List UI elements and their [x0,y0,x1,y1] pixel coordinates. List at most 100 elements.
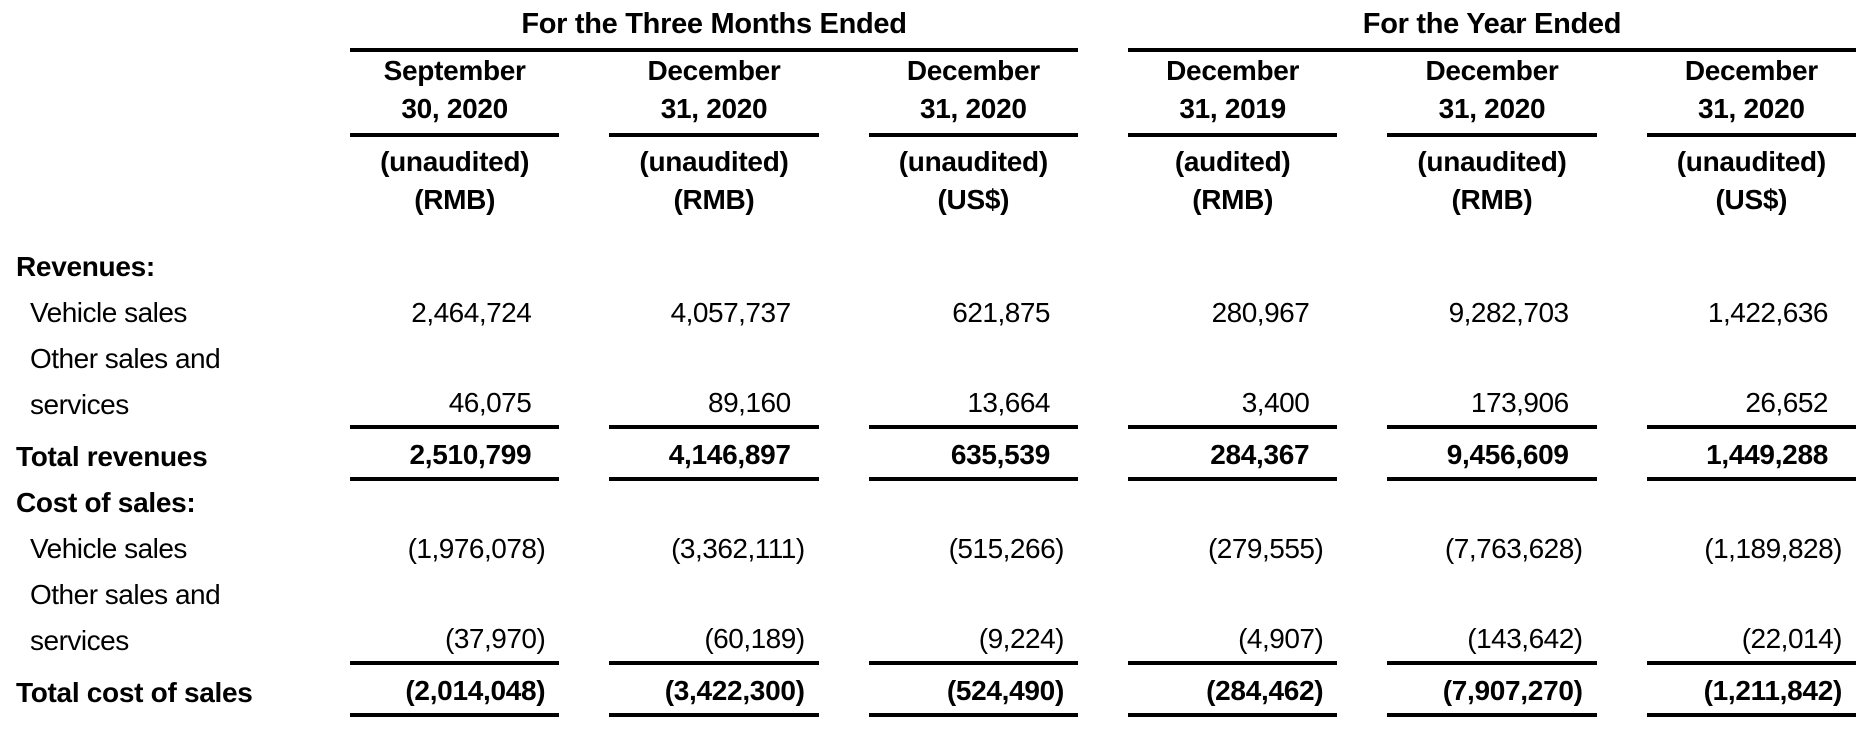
cell-value: (279,555) [1207,533,1324,564]
cell-empty [1128,611,1337,619]
column-date-header-cell: December 31, 2020 [559,52,819,137]
date-line-2: 31, 2019 [1179,93,1286,124]
financial-table: For the Three Months Ended For the Year E… [0,0,1856,717]
cell: 1,422,636 [1597,291,1856,337]
row-label-cell: Other sales and [0,337,300,383]
table-row: services (37,970) (60,189) (9,224) (4,907) (1… [0,619,1856,665]
cell: (515,266) [819,527,1078,573]
cell: 9,282,703 [1337,291,1596,337]
audit-status: (unaudited) [1676,146,1826,177]
cell-empty [609,375,818,383]
cell: (524,490) [819,665,1078,717]
cell: (3,422,300) [559,665,819,717]
cell [819,337,1078,383]
cell-empty [1647,283,1856,291]
cell-value: (60,189) [704,623,805,654]
audit-currency-cell: (unaudited) (US$) [1597,137,1856,229]
cell [559,481,818,527]
cell: 635,539 [819,429,1078,481]
cell-value: (3,362,111) [671,533,805,564]
date-line-1: December [1684,55,1818,86]
cell [819,573,1078,619]
cell-empty [1128,283,1337,291]
table-header: For the Three Months Ended For the Year E… [0,0,1856,229]
cell-value: 46,075 [448,387,532,418]
cell: (22,014) [1597,619,1856,665]
cell: (143,642) [1337,619,1597,665]
cell-value: 1,449,288 [1706,439,1828,470]
cell: 173,906 [1337,383,1597,429]
cell: 13,664 [819,383,1078,429]
row-label: services [30,625,129,656]
cell: 2,464,724 [300,291,559,337]
cell [1078,481,1337,527]
cell [1597,573,1856,619]
cell: (1,976,078) [300,527,559,573]
cell: (1,211,842) [1597,665,1856,717]
cell-empty [1647,611,1856,619]
cell [1597,481,1856,527]
cell: (279,555) [1078,527,1337,573]
group-header-cell: For the Year Ended [1078,0,1856,52]
cell-value: (37,970) [445,623,546,654]
cell: 46,075 [300,383,560,429]
table-row: services 46,075 89,160 13,664 3,400 173,906 26… [0,383,1856,429]
cell-empty [609,519,818,527]
cell-value: 4,146,897 [668,439,791,470]
cell-value: 13,664 [967,387,1050,418]
cell [1337,573,1596,619]
cell-value: 2,464,724 [411,297,532,328]
row-label-cell: Vehicle sales [0,291,300,337]
row-label-cell: services [0,619,300,665]
table-body: Revenues: Vehicle sales 2,464,724 4,057,737… [0,229,1856,717]
row-label: Other sales and [30,343,221,374]
currency-label: (RMB) [1192,184,1274,215]
table-row: Total revenues 2,510,799 4,146,897 635,539 2… [0,429,1856,481]
currency-label: (RMB) [673,184,755,215]
cell [1078,573,1337,619]
cell-empty [1387,611,1596,619]
cell [819,481,1078,527]
date-line-2: 31, 2020 [1698,93,1805,124]
cell [1337,337,1596,383]
cell-empty [1387,519,1596,527]
cell: (60,189) [559,619,819,665]
cell: 4,146,897 [559,429,819,481]
cell-empty [869,519,1078,527]
cell: (37,970) [300,619,560,665]
cell-value: 284,367 [1210,439,1310,470]
table-row: Other sales and [0,337,1856,383]
table-row: Vehicle sales (1,976,078) (3,362,111) (515,… [0,527,1856,573]
cell [559,229,818,291]
cell-value: (524,490) [946,675,1064,706]
cell-value: (2,014,048) [405,675,546,706]
audit-status: (unaudited) [639,146,789,177]
table-row: Total cost of sales (2,014,048) (3,422,300… [0,665,1856,717]
cell-empty [350,611,559,619]
date-line-2: 31, 2020 [660,93,768,124]
cell [300,337,559,383]
table-row: Other sales and [0,573,1856,619]
cell-empty [350,283,559,291]
date-line-2: 31, 2020 [920,93,1027,124]
cell-value: (1,976,078) [407,533,546,564]
column-date-header-cell: December 31, 2020 [1597,52,1856,137]
row-label-cell: Other sales and [0,573,300,619]
date-line-2: 30, 2020 [401,93,508,124]
cell-value: 280,967 [1211,297,1310,328]
cell-empty [350,519,559,527]
row-label: Other sales and [30,579,221,610]
date-header-row: September 30, 2020 December 31, 2020 Decembe… [0,52,1856,137]
cell-empty [1387,283,1596,291]
cell-value: (3,422,300) [664,675,805,706]
cell [1597,229,1856,291]
currency-label: (RMB) [414,184,496,215]
row-label: services [30,389,129,420]
cell: (9,224) [819,619,1078,665]
cell [300,481,559,527]
cell-value: (22,014) [1741,623,1843,654]
group-header-row: For the Three Months Ended For the Year E… [0,0,1856,52]
cell-value: (515,266) [948,533,1065,564]
row-label: Vehicle sales [30,533,187,564]
currency-label: (RMB) [1451,184,1533,215]
